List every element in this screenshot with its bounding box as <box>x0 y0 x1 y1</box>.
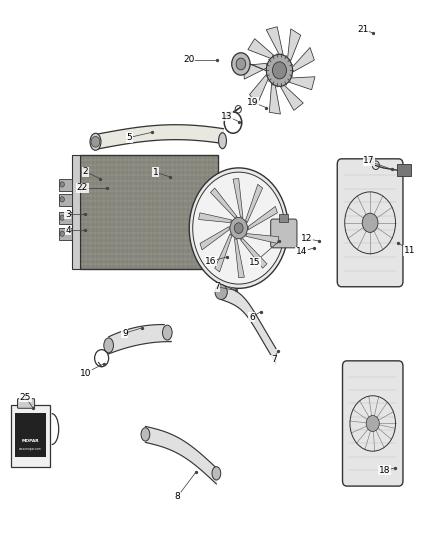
Ellipse shape <box>141 427 150 441</box>
Polygon shape <box>244 63 269 79</box>
Text: www.mopar.com: www.mopar.com <box>19 447 42 451</box>
Bar <box>279 214 288 222</box>
Bar <box>218 198 223 225</box>
Circle shape <box>60 231 64 237</box>
FancyBboxPatch shape <box>343 361 403 486</box>
Text: 17: 17 <box>363 157 374 165</box>
Text: 18: 18 <box>379 466 390 474</box>
Circle shape <box>272 62 286 79</box>
FancyBboxPatch shape <box>271 219 297 248</box>
Text: 4: 4 <box>65 226 71 235</box>
Text: 8: 8 <box>174 492 180 501</box>
Circle shape <box>234 223 243 233</box>
FancyBboxPatch shape <box>18 399 35 408</box>
Polygon shape <box>248 206 277 230</box>
Polygon shape <box>234 239 244 278</box>
Polygon shape <box>246 233 279 244</box>
Polygon shape <box>198 213 232 223</box>
Text: MOPAR: MOPAR <box>22 439 39 442</box>
Bar <box>59 212 72 224</box>
Text: 7: 7 <box>271 356 277 364</box>
Circle shape <box>60 197 64 202</box>
Polygon shape <box>240 239 267 268</box>
Polygon shape <box>246 184 263 223</box>
Polygon shape <box>221 285 276 364</box>
Text: 15: 15 <box>249 258 261 266</box>
Text: 25: 25 <box>20 393 31 401</box>
Text: 21: 21 <box>357 25 368 34</box>
Ellipse shape <box>232 53 250 75</box>
Text: 13: 13 <box>221 112 233 120</box>
Text: 3: 3 <box>65 210 71 219</box>
Bar <box>72 155 80 269</box>
Ellipse shape <box>104 338 113 353</box>
Bar <box>80 155 218 269</box>
Circle shape <box>91 136 100 147</box>
Text: 16: 16 <box>205 257 217 265</box>
Circle shape <box>266 54 293 86</box>
Polygon shape <box>287 77 315 90</box>
FancyBboxPatch shape <box>11 405 50 467</box>
Circle shape <box>366 416 379 432</box>
Polygon shape <box>279 84 303 110</box>
Text: 19: 19 <box>247 98 259 107</box>
Bar <box>59 179 72 191</box>
Circle shape <box>189 168 288 288</box>
Polygon shape <box>215 233 232 272</box>
Circle shape <box>60 215 64 220</box>
Polygon shape <box>200 227 229 250</box>
FancyBboxPatch shape <box>337 159 403 287</box>
Bar <box>15 413 46 457</box>
Ellipse shape <box>162 325 172 340</box>
Text: 6: 6 <box>249 313 255 321</box>
Text: 10: 10 <box>80 369 91 377</box>
Circle shape <box>60 182 64 187</box>
Text: 1: 1 <box>152 168 159 176</box>
Ellipse shape <box>212 467 221 480</box>
FancyBboxPatch shape <box>397 164 411 176</box>
Polygon shape <box>210 188 237 217</box>
Polygon shape <box>145 426 216 484</box>
Text: 5: 5 <box>126 133 132 142</box>
Circle shape <box>215 285 227 300</box>
Ellipse shape <box>236 58 246 70</box>
Text: 2: 2 <box>83 167 88 176</box>
Text: 11: 11 <box>404 246 415 255</box>
Polygon shape <box>233 179 243 217</box>
Bar <box>59 229 72 240</box>
Text: 20: 20 <box>184 55 195 64</box>
Circle shape <box>230 217 247 239</box>
Polygon shape <box>266 27 283 56</box>
Text: 12: 12 <box>301 235 312 243</box>
Text: 7: 7 <box>214 282 220 291</box>
Ellipse shape <box>90 133 101 150</box>
Circle shape <box>362 213 378 232</box>
Polygon shape <box>269 82 280 114</box>
Polygon shape <box>248 39 275 59</box>
Text: 14: 14 <box>296 247 307 256</box>
Polygon shape <box>96 125 223 149</box>
Polygon shape <box>109 325 171 354</box>
Polygon shape <box>250 73 269 104</box>
Circle shape <box>193 172 285 284</box>
Ellipse shape <box>219 133 226 149</box>
Text: 9: 9 <box>122 329 128 337</box>
Polygon shape <box>292 47 314 72</box>
Polygon shape <box>287 29 301 63</box>
Bar <box>59 194 72 206</box>
Text: 22: 22 <box>77 183 88 192</box>
